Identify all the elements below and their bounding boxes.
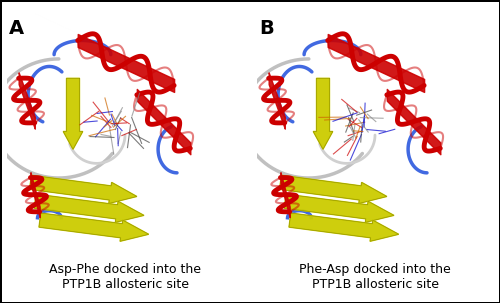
Text: Phe-Asp docked into the
PTP1B allosteric site: Phe-Asp docked into the PTP1B allosteric… xyxy=(299,263,451,291)
Polygon shape xyxy=(284,194,394,222)
Polygon shape xyxy=(34,194,144,222)
Text: Asp-Phe docked into the
PTP1B allosteric site: Asp-Phe docked into the PTP1B allosteric… xyxy=(49,263,201,291)
Polygon shape xyxy=(280,175,387,203)
Polygon shape xyxy=(289,213,399,241)
Text: A: A xyxy=(9,19,24,38)
Polygon shape xyxy=(30,175,137,203)
Polygon shape xyxy=(314,78,333,149)
Polygon shape xyxy=(39,213,148,241)
Text: B: B xyxy=(259,19,274,38)
Polygon shape xyxy=(64,78,83,149)
